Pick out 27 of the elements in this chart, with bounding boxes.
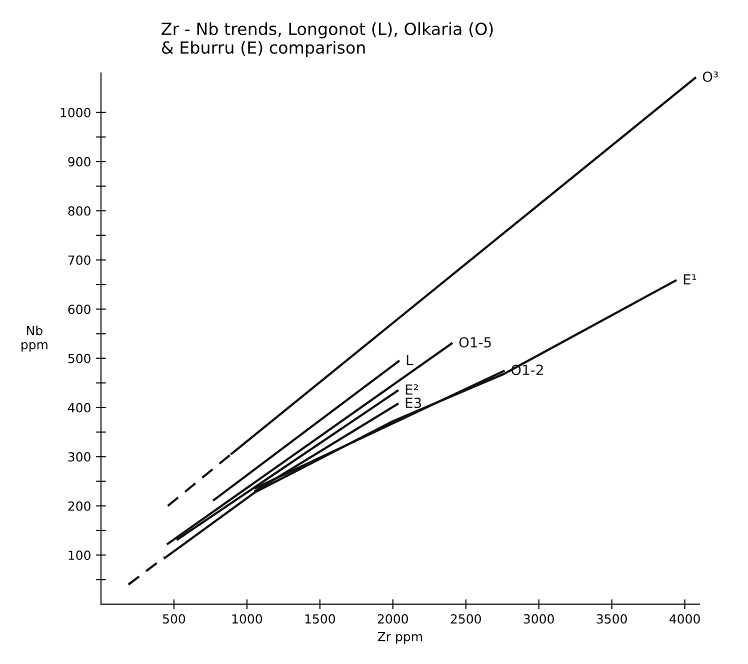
y-tick-label: 900: [68, 157, 90, 166]
x-tick-label: 4000: [669, 614, 700, 624]
chart-title: Zr - Nb trends, Longonot (L), Olkaria (O) & Eburru (E) comparison: [162, 22, 493, 58]
series-label: O1-5: [459, 337, 491, 348]
y-tick-label: 700: [68, 255, 90, 265]
y-tick-label: 100: [68, 550, 90, 560]
y-tick-label: 600: [68, 304, 90, 314]
y-tick-label: 300: [68, 452, 90, 462]
series-label: E3: [406, 398, 421, 408]
y-tick-label: 1000: [60, 108, 90, 118]
x-tick-label: 2000: [378, 614, 408, 624]
x-tick-label: 3500: [596, 614, 627, 624]
y-tick-label: 200: [68, 501, 90, 511]
y-tick-label: 400: [68, 402, 90, 412]
y-tick-label: 800: [68, 206, 90, 216]
x-tick-label: 1500: [305, 614, 335, 624]
series-label: O³: [702, 71, 718, 82]
series-label: E¹: [684, 274, 696, 284]
x-axis-title: Zr ppm: [378, 632, 422, 644]
x-tick-label: 500: [162, 614, 186, 624]
series-label: E²: [406, 384, 418, 395]
y-tick-label: 500: [68, 354, 90, 364]
y-axis-title: Nb ppm: [22, 326, 48, 352]
series-label: L: [406, 354, 414, 366]
x-tick-label: 3000: [524, 614, 554, 624]
x-tick-label: 2500: [450, 614, 481, 624]
x-tick-label: 1000: [232, 614, 262, 624]
